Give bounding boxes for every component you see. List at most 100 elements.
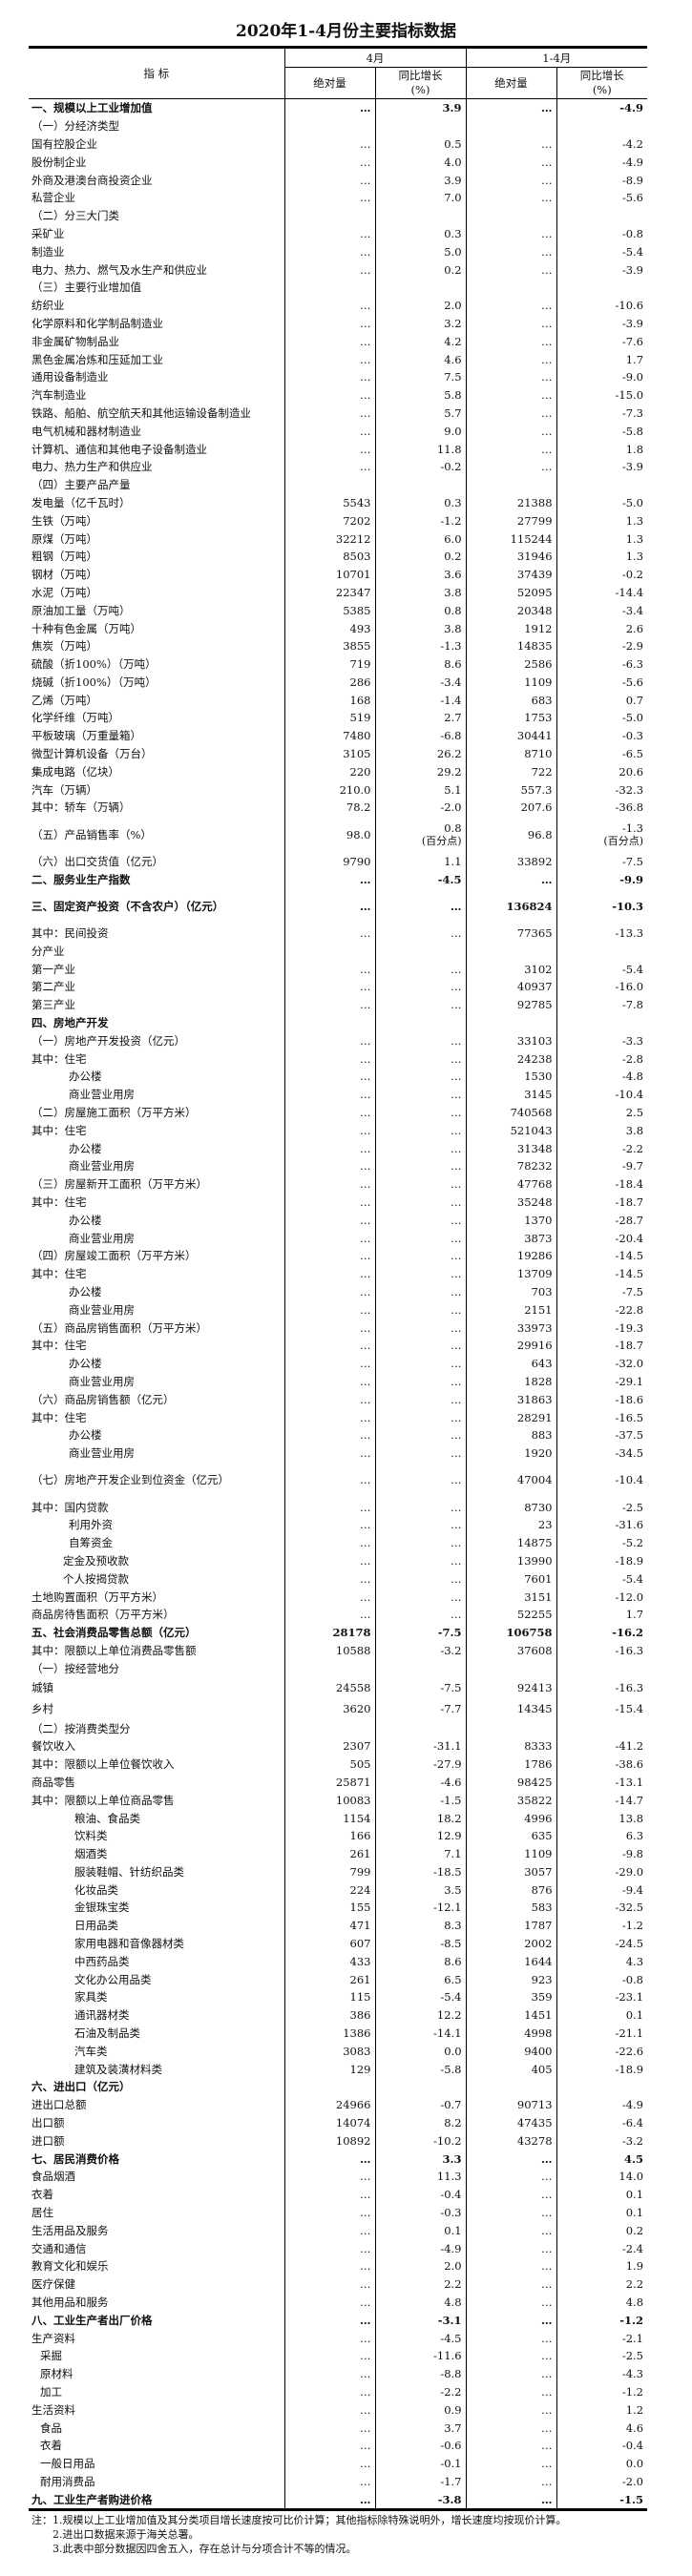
ytd-growth-cell: -14.4 bbox=[556, 583, 648, 602]
indicator-label: 其他用品和服务 bbox=[31, 2296, 109, 2310]
month-growth-cell: … bbox=[374, 960, 467, 979]
month-absolute-value: 433 bbox=[349, 1954, 371, 1968]
ytd-growth-cell: -29.0 bbox=[556, 1862, 648, 1881]
month-absolute-cell: … bbox=[283, 2293, 375, 2312]
month-growth-value: … bbox=[451, 1608, 462, 1622]
table-row: 集成电路（亿块） 220 29.2 722 20.6 bbox=[29, 762, 648, 781]
indicator-label: 纺织业 bbox=[31, 299, 65, 313]
month-growth-value: … bbox=[451, 1410, 462, 1424]
month-growth-cell: 5.0 bbox=[374, 242, 467, 261]
month-growth-cell bbox=[374, 116, 467, 135]
indicator-label: （五）产品销售率（%） bbox=[31, 827, 152, 841]
month-growth-cell: … bbox=[374, 1229, 467, 1247]
ytd-absolute-cell: 1920 bbox=[465, 1444, 557, 1463]
ytd-absolute-value: 37439 bbox=[516, 568, 553, 582]
ytd-growth-cell: -14.5 bbox=[556, 1247, 648, 1265]
month-absolute-cell: 24966 bbox=[283, 2095, 375, 2114]
month-absolute-cell: 286 bbox=[283, 673, 375, 692]
ytd-growth-value: -4.2 bbox=[621, 136, 644, 151]
ytd-absolute-value: … bbox=[541, 2457, 553, 2471]
ytd-absolute-cell: 52095 bbox=[465, 583, 557, 602]
ytd-growth-cell: -3.9 bbox=[556, 314, 648, 333]
ytd-growth-cell: -21.1 bbox=[556, 2024, 648, 2043]
ytd-growth-cell: -0.8 bbox=[556, 224, 648, 243]
month-growth-value: … bbox=[451, 1302, 462, 1317]
month-growth-cell: 3.2 bbox=[374, 314, 467, 333]
ytd-growth-value: 14.0 bbox=[619, 2170, 644, 2184]
month-absolute-value: … bbox=[360, 1231, 371, 1245]
ytd-growth-value: 1.7 bbox=[625, 1608, 644, 1622]
indicator-label: 文化办公用品类 bbox=[74, 1972, 152, 1986]
indicator-label: 电气机械和器材制造业 bbox=[31, 424, 141, 438]
month-growth-cell: -0.1 bbox=[374, 2454, 467, 2473]
month-growth-value: … bbox=[451, 1500, 462, 1514]
month-growth-cell: 3.8 bbox=[374, 619, 467, 637]
table-row: 交通和通信 … -4.9 … -2.4 bbox=[29, 2239, 648, 2258]
ytd-growth-cell: 0.2 bbox=[556, 2221, 648, 2240]
table-row: （三）房屋新开工面积（万平方米） … … 47768 -18.4 bbox=[29, 1174, 648, 1194]
month-absolute-cell: 719 bbox=[283, 654, 375, 674]
month-absolute-cell: … bbox=[283, 2203, 375, 2222]
month-absolute-cell: 155 bbox=[283, 1899, 375, 1917]
month-absolute-value: … bbox=[360, 2420, 371, 2435]
table-row: 衣着 … -0.6 … -0.4 bbox=[29, 2437, 648, 2455]
indicator-label: 焦炭（万吨） bbox=[31, 639, 97, 654]
ytd-growth-cell: -36.8 bbox=[556, 799, 648, 817]
month-absolute-cell: … bbox=[283, 1031, 375, 1050]
ytd-growth-value: -5.2 bbox=[621, 1536, 644, 1550]
month-absolute-cell: 5543 bbox=[283, 493, 375, 512]
indicator-label: 办公楼 bbox=[69, 1070, 102, 1084]
ytd-growth-cell: -1.2 bbox=[556, 1916, 648, 1935]
month-absolute-value: 471 bbox=[349, 1919, 371, 1933]
ytd-absolute-cell bbox=[465, 942, 557, 961]
ytd-growth-value: -2.2 bbox=[621, 1141, 644, 1155]
ytd-absolute-value: 405 bbox=[531, 2062, 553, 2076]
month-absolute-value: … bbox=[360, 2492, 371, 2506]
ytd-absolute-cell: 33892 bbox=[465, 852, 557, 871]
month-growth-value: 4.8 bbox=[444, 2296, 462, 2310]
indicator-label: 建筑及装潢材料类 bbox=[74, 2062, 162, 2076]
section-row: 八、工业生产者出厂价格 … -3.1 … -1.2 bbox=[29, 2311, 648, 2330]
month-growth-value: 5.0 bbox=[444, 244, 462, 259]
ytd-absolute-cell: 643 bbox=[465, 1354, 557, 1373]
table-row: 其中：国内贷款 … … 8730 -2.5 bbox=[29, 1498, 648, 1516]
indicator-label: 硫酸（折100%）（万吨） bbox=[31, 657, 157, 672]
ytd-absolute-cell: 3057 bbox=[465, 1862, 557, 1881]
indicator-label: 通讯器材类 bbox=[74, 2008, 130, 2023]
month-absolute-value: 10083 bbox=[335, 1793, 371, 1807]
table-row: （二）分三大门类 bbox=[29, 206, 648, 225]
month-absolute-value: 505 bbox=[349, 1757, 371, 1772]
ytd-absolute-cell: … bbox=[465, 242, 557, 261]
ytd-growth-value: 4.6 bbox=[625, 2420, 644, 2435]
month-growth-cell: … bbox=[374, 1425, 467, 1444]
table-row: 原油加工量（万吨） 5385 0.8 20348 -3.4 bbox=[29, 601, 648, 620]
indicator-label: 粮油、食品类 bbox=[74, 1811, 140, 1825]
ytd-absolute-value: 14345 bbox=[516, 1702, 553, 1716]
indicator-label: 电力、热力、燃气及水生产和供应业 bbox=[31, 262, 207, 277]
month-absolute-value: 1154 bbox=[343, 1811, 371, 1825]
month-absolute-value: 98.0 bbox=[346, 827, 371, 841]
month-growth-value: … bbox=[451, 1536, 462, 1550]
table-row: 其中：住宅 … … 35248 -18.7 bbox=[29, 1193, 648, 1212]
month-absolute-cell: … bbox=[283, 1085, 375, 1104]
ytd-growth-value: -2.9 bbox=[621, 639, 644, 654]
month-growth-value: … bbox=[451, 1088, 462, 1102]
ytd-growth-cell: 1.3 bbox=[556, 530, 648, 548]
ytd-absolute-cell: 77365 bbox=[465, 924, 557, 943]
ytd-growth-cell bbox=[556, 942, 648, 961]
ytd-absolute-cell: … bbox=[465, 2472, 557, 2491]
ytd-absolute-value: 14835 bbox=[516, 639, 553, 654]
indicator-label: 通用设备制造业 bbox=[31, 370, 109, 384]
table-row: （五）产品销售率（%） 98.0 0.8 (百分点) 96.8 -1.3 (百分点) bbox=[29, 816, 648, 853]
percentage-point-unit: (百分点) bbox=[421, 834, 462, 847]
indicator-label: 办公楼 bbox=[69, 1284, 102, 1298]
ytd-absolute-value: 52255 bbox=[516, 1608, 553, 1622]
month-growth-value: -3.2 bbox=[440, 1643, 462, 1657]
month-growth-cell: … bbox=[374, 1533, 467, 1552]
month-growth-value: … bbox=[451, 1106, 462, 1120]
ytd-growth-cell: -38.6 bbox=[556, 1755, 648, 1774]
month-absolute-cell: … bbox=[283, 1515, 375, 1534]
indicator-label: 平板玻璃（万重量箱） bbox=[31, 729, 141, 743]
ytd-growth-cell: -29.1 bbox=[556, 1372, 648, 1391]
ytd-growth-cell: -5.0 bbox=[556, 493, 648, 512]
